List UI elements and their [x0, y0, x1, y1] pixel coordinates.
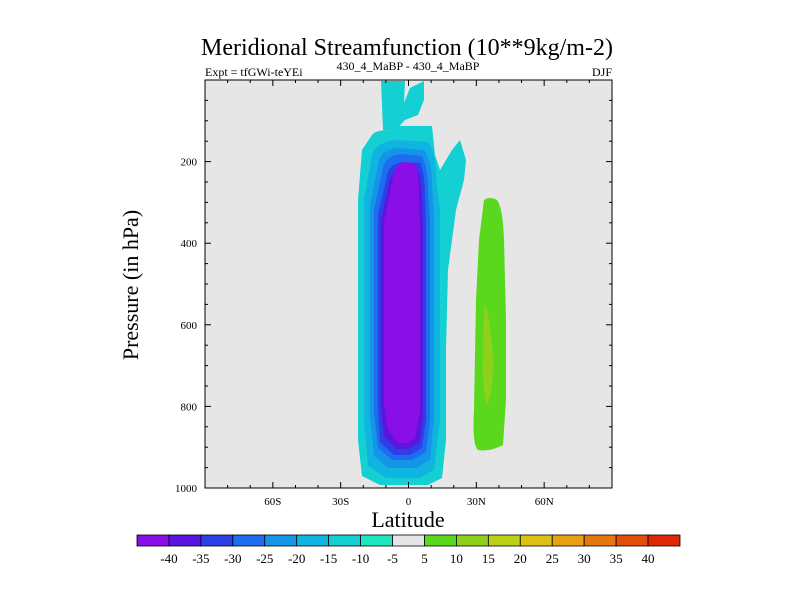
colorbar [136, 534, 681, 547]
colorbar-swatch [168, 534, 202, 547]
colorbar-label: 40 [642, 551, 655, 566]
season-label: DJF [592, 65, 612, 79]
upper-level-plume [381, 81, 424, 130]
colorbar-label: -30 [224, 551, 241, 566]
y-axis-title: Pressure (in hPa) [118, 210, 143, 360]
colorbar-swatch [296, 534, 330, 547]
colorbar-label: 35 [610, 551, 623, 566]
colorbar-swatch [551, 534, 585, 547]
chart-title: Meridional Streamfunction (10**9kg/m-2) [201, 35, 613, 61]
y-axis-ticks: 200 400 600 800 1000 [175, 99, 612, 495]
colorbar-swatch [583, 534, 617, 547]
colorbar-swatch [328, 534, 361, 547]
y-tick-label: 600 [181, 320, 198, 332]
colorbar-swatch [615, 534, 649, 547]
colorbar-swatch [647, 534, 681, 547]
colorbar-swatch [232, 534, 266, 547]
x-axis-title: Latitude [371, 507, 444, 532]
colorbar-label: 5 [421, 551, 428, 566]
positive-cell [473, 198, 506, 451]
colorbar-label: -25 [256, 551, 273, 566]
y-tick-label: 800 [181, 401, 198, 413]
y-tick-label: 1000 [175, 483, 198, 495]
colorbar-swatch [136, 534, 170, 547]
y-tick-label: 400 [181, 238, 198, 250]
period-label: 430_4_MaBP - 430_4_MaBP [337, 59, 480, 73]
colorbar-swatch [392, 534, 425, 547]
colorbar-label: 10 [450, 551, 463, 566]
contour-level-neg-40 [384, 162, 420, 443]
colorbar-label: -10 [352, 551, 369, 566]
colorbar-swatch [200, 534, 234, 547]
colorbar-swatch [487, 534, 521, 547]
colorbar-swatch [264, 534, 298, 547]
colorbar-swatch [456, 534, 489, 547]
experiment-label: Expt = tfGWi-teYEi [205, 65, 303, 79]
colorbar-label: 30 [578, 551, 591, 566]
contour-level-pos-15 [482, 305, 494, 405]
x-axis-ticks: 60S 30S 0 30N 60N [227, 80, 590, 508]
colorbar-label: -40 [160, 551, 177, 566]
colorbar-label: 15 [482, 551, 495, 566]
colorbar-labels: -40 -35 -30 -25 -20 -15 -10 -5 5 10 15 20 25 30 35 40 [160, 551, 654, 566]
negative-cell [358, 126, 466, 485]
colorbar-label: -20 [288, 551, 305, 566]
plot-area: 60S 30S 0 30N 60N 200 400 600 800 1000 [175, 79, 613, 508]
colorbar-label: -15 [320, 551, 337, 566]
x-tick-label: 0 [406, 496, 412, 508]
x-tick-label: 60S [264, 496, 281, 508]
colorbar-label: 20 [514, 551, 527, 566]
x-tick-label: 30N [467, 496, 486, 508]
x-tick-label: 60N [535, 496, 554, 508]
colorbar-label: -5 [387, 551, 398, 566]
colorbar-label: 25 [546, 551, 559, 566]
colorbar-swatch [424, 534, 457, 547]
colorbar-label: -35 [192, 551, 209, 566]
y-tick-label: 200 [181, 157, 198, 169]
colorbar-swatch [360, 534, 393, 547]
colorbar-swatch [519, 534, 553, 547]
x-tick-label: 30S [332, 496, 349, 508]
